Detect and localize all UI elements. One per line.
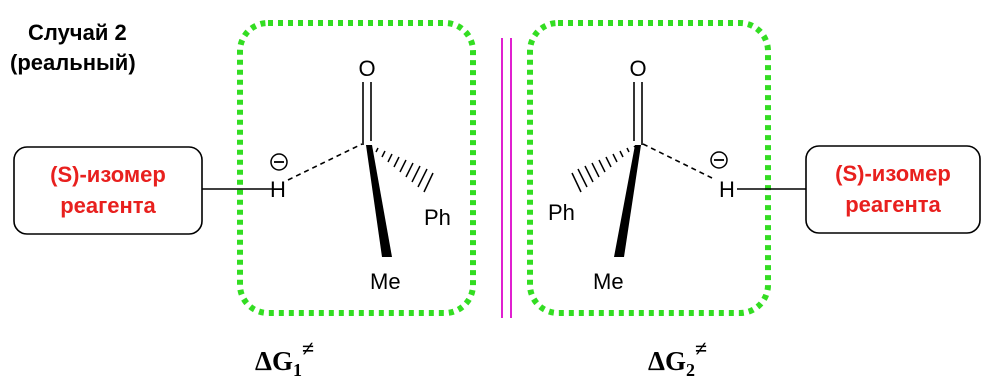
case-title-line1: Случай 2	[28, 20, 127, 45]
hydride-atom-right: H	[719, 177, 735, 202]
case-title: Случай 2 (реальный)	[10, 20, 136, 75]
phenyl-group-right: Ph	[548, 200, 575, 225]
phenyl-group-left: Ph	[424, 205, 451, 230]
forming-bond-dashed-left	[287, 143, 363, 181]
reagent-left-line2: реагента	[60, 193, 156, 218]
transition-state-box-right	[527, 20, 771, 316]
case-title-line2: (реальный)	[10, 50, 136, 75]
energy-label-left: ΔG1≠	[255, 336, 314, 380]
oxygen-atom-right: O	[629, 56, 646, 81]
ts-left: (S)-изомер реагента H O Ph	[13, 56, 451, 380]
methyl-group-right: Me	[593, 269, 624, 294]
reagent-right-line1: (S)-изомер	[835, 161, 951, 186]
ts-right: O H (S)-изомер реагента	[548, 56, 981, 380]
reagent-box-left	[13, 146, 203, 235]
hydride-atom-left: H	[270, 177, 286, 202]
reagent-left-line1: (S)-изомер	[50, 162, 166, 187]
negative-charge-icon	[710, 151, 728, 169]
svg-text:ΔG1≠: ΔG1≠	[255, 336, 314, 380]
methyl-group-left: Me	[370, 269, 401, 294]
oxygen-atom-left: O	[358, 56, 375, 81]
negative-charge-icon	[270, 153, 288, 171]
forming-bond-dashed-right	[642, 143, 713, 179]
reagent-box-right	[805, 145, 981, 234]
hashed-wedge-right	[571, 145, 636, 193]
svg-text:ΔG2≠: ΔG2≠	[648, 336, 707, 380]
transition-state-box-left	[237, 20, 476, 316]
reagent-right-line2: реагента	[845, 192, 941, 217]
solid-wedge-right	[614, 145, 641, 257]
solid-wedge-left	[366, 145, 392, 257]
divider	[501, 38, 512, 318]
hashed-wedge-left	[369, 145, 434, 193]
energy-label-right: ΔG2≠	[648, 336, 707, 380]
